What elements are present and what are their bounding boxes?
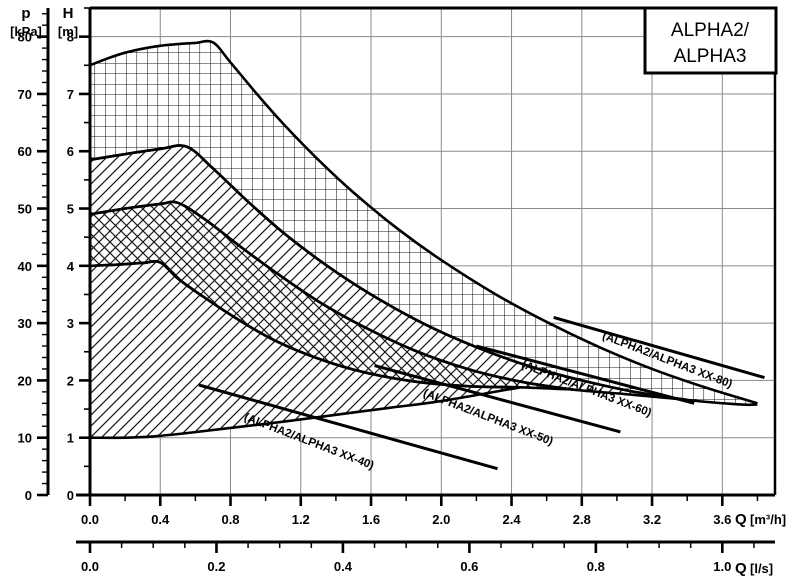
flow-tick-label-m3h: 0.8 [221,512,239,527]
flow-axis-unit-ls: [l/s] [750,561,773,576]
flow-tick-label-m3h: 3.2 [643,512,661,527]
band--alpha2-alpha3-xx-80- [90,41,758,405]
flow-tick-label-ls: 0.4 [334,559,353,574]
flow-tick-label-m3h: 3.6 [713,512,731,527]
pressure-tick-label: 30 [18,316,32,331]
head-tick-label: 6 [67,144,74,159]
flow-tick-label-m3h: 1.2 [292,512,310,527]
performance-bands [90,41,758,438]
flow-tick-label-m3h: 0.4 [151,512,170,527]
head-tick-label: 2 [67,373,74,388]
flow-tick-label-ls: 0.6 [460,559,478,574]
flow-tick-label-m3h: 2.0 [432,512,450,527]
legend-line-2: ALPHA3 [674,46,747,67]
head-axis-unit: [m] [58,24,78,39]
curve-lower [90,386,521,440]
curve-leader-line [374,364,621,434]
flow-tick-label-ls: 1.0 [713,559,731,574]
flow-axis-unit-m3h: [m³/h] [750,512,786,527]
flow-tick-label-ls: 0.8 [587,559,605,574]
head-tick-label: 5 [67,202,74,217]
flow-tick-label-m3h: 2.8 [573,512,591,527]
flow-tick-label-m3h: 1.6 [362,512,380,527]
pressure-tick-label: 20 [18,373,32,388]
pressure-tick-label: 80 [18,30,32,45]
legend-box: ALPHA2/ ALPHA3 [643,6,778,75]
flow-axis-m3h: 0.0 0.4 0.8 1.2 1.6 2.0 2.4 2.8 3.2 3.6 [76,493,775,527]
flow-tick-label-m3h: 2.4 [502,512,521,527]
curve-upper [90,260,521,389]
pressure-tick-label: 10 [18,431,32,446]
head-tick-label: 0 [67,488,74,503]
curve-upper [90,39,758,405]
flow-tick-label-ls: 0.2 [207,559,225,574]
flow-axis-name-ls: Q [735,560,747,577]
pressure-axis-name: p [21,5,30,22]
curve-upper [90,200,574,391]
curve-leader-line [198,383,498,471]
head-axis: 0 1 2 3 4 5 6 7 8 [67,7,92,503]
head-tick-label: 3 [67,316,74,331]
curve-leader-line [476,344,695,405]
flow-axis-ls: 0.0 0.2 0.4 0.6 0.8 1.0 [76,540,775,574]
legend-line-1: ALPHA2/ [671,20,750,41]
curve-leader-line [553,315,765,379]
band--alpha2-alpha3-xx-50- [90,201,574,390]
performance-curves [90,39,758,440]
pressure-axis: 0 10 20 30 40 50 60 70 80 [18,8,50,503]
pressure-tick-label: 50 [18,202,32,217]
head-tick-label: 7 [67,87,74,102]
head-tick-label: 1 [67,431,74,446]
curve-upper [90,144,688,402]
head-tick-label: 4 [67,259,75,274]
flow-tick-label-ls: 0.0 [81,559,99,574]
flow-axis-name-m3h: Q [735,511,747,528]
pressure-tick-label: 0 [25,488,32,503]
pressure-axis-unit: [kPa] [10,24,42,39]
head-axis-name: H [63,5,74,22]
band--alpha2-alpha3-xx-40- [90,261,521,438]
pressure-tick-label: 60 [18,144,32,159]
pressure-tick-label: 70 [18,87,32,102]
band--alpha2-alpha3-xx-60- [90,145,688,400]
pressure-tick-label: 40 [18,259,32,274]
flow-tick-label-m3h: 0.0 [81,512,99,527]
head-tick-label: 8 [67,30,74,45]
